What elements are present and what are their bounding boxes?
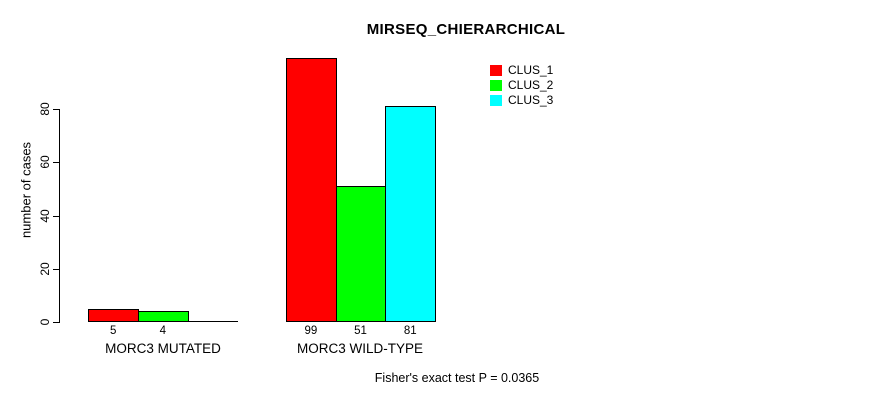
bar-clus_3 (385, 106, 437, 322)
bar-value-label: 51 (354, 325, 367, 337)
bar-value-label: 4 (159, 325, 167, 337)
legend-swatch-icon (490, 65, 502, 76)
bar-value-label: 99 (304, 325, 318, 337)
y-axis-tick-label: 0 (38, 318, 52, 326)
x-group-label-morc3-mutated: MORC3 MUTATED (105, 341, 221, 356)
y-axis-tick-label: 60 (38, 155, 52, 169)
y-axis-tick (53, 322, 59, 323)
legend-item-clus_2: CLUS_2 (490, 78, 553, 93)
x-group-label-morc3-wild-type: MORC3 WILD-TYPE (296, 341, 424, 356)
y-axis-tick (53, 268, 59, 270)
y-axis-label: number of cases (18, 141, 34, 239)
y-axis-tick (53, 109, 59, 110)
legend-swatch-icon (490, 80, 502, 91)
bar-clus_1 (286, 58, 337, 322)
bar-clus_3-zero (187, 321, 239, 322)
bar-clus_1 (88, 308, 139, 322)
legend: CLUS_1 CLUS_2 CLUS_3 (490, 63, 553, 108)
y-axis-tick-label: 40 (38, 208, 52, 223)
legend-label: CLUS_3 (508, 93, 554, 107)
y-axis-tick (53, 162, 59, 164)
chart-title: MIRSEQ_CHIERARCHICAL (366, 21, 566, 38)
y-axis-tick (53, 215, 59, 217)
bar-clus_2 (335, 186, 387, 322)
legend-label: CLUS_2 (508, 78, 554, 92)
legend-swatch-icon (490, 95, 502, 106)
legend-label: CLUS_1 (508, 63, 554, 77)
y-axis-line (59, 109, 60, 323)
y-axis-tick-label: 20 (38, 262, 52, 276)
bar-clus_2 (138, 311, 189, 322)
footnote: Fisher's exact test P = 0.0365 (374, 371, 540, 385)
legend-item-clus_3: CLUS_3 (490, 93, 553, 108)
y-axis-tick-label: 80 (38, 102, 52, 116)
legend-item-clus_1: CLUS_1 (490, 63, 553, 78)
bar-value-label: 5 (109, 325, 117, 337)
bar-value-label: 81 (403, 325, 417, 337)
